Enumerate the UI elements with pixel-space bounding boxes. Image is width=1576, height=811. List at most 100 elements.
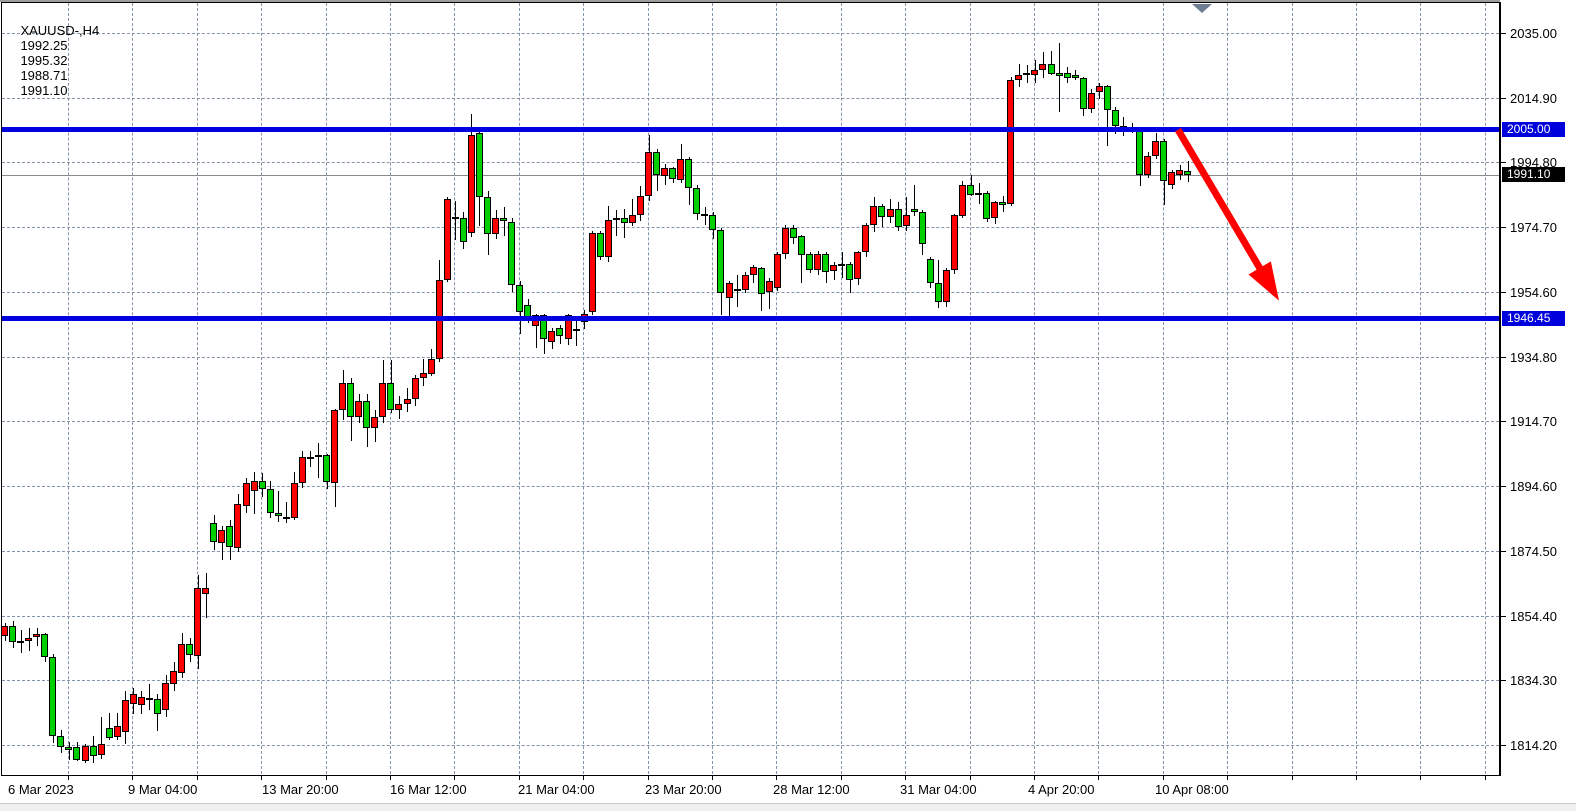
time-axis-tick — [454, 776, 455, 780]
candle — [766, 281, 773, 292]
candle — [822, 254, 829, 272]
candle — [347, 383, 354, 417]
candle — [862, 225, 869, 252]
price-axis-label: 1834.30 — [1510, 673, 1557, 689]
price-gridline — [2, 33, 1499, 34]
time-axis-tick — [776, 776, 777, 780]
price-gridline — [2, 615, 1499, 617]
candle — [548, 331, 555, 342]
time-gridline — [1292, 3, 1293, 774]
time-gridline — [1227, 3, 1228, 774]
candle — [629, 215, 636, 223]
horizontal-level-line[interactable] — [2, 127, 1499, 132]
candle — [951, 215, 958, 270]
candle — [194, 588, 201, 656]
time-gridline — [1420, 3, 1421, 774]
time-axis-label: 23 Mar 20:00 — [645, 782, 722, 797]
time-gridline — [1098, 3, 1099, 774]
candle — [693, 188, 700, 214]
candle — [597, 233, 604, 257]
price-axis-label: 1814.20 — [1510, 738, 1557, 754]
price-axis-label: 1954.60 — [1510, 284, 1557, 300]
candle — [919, 212, 926, 244]
candle — [33, 634, 40, 637]
low-value: 1988.71 — [20, 68, 68, 83]
time-axis-tick — [905, 776, 906, 780]
candle — [186, 644, 193, 655]
candle — [516, 285, 523, 312]
candle — [355, 401, 362, 417]
candle-wick — [101, 717, 102, 759]
candle — [967, 185, 974, 195]
candle — [122, 700, 129, 732]
time-gridline — [68, 3, 69, 774]
candle — [73, 747, 80, 760]
candle — [65, 747, 72, 750]
candle — [798, 236, 805, 255]
window-bottom-strip — [0, 803, 1576, 811]
price-axis-tick — [1500, 615, 1506, 617]
time-gridline — [970, 3, 971, 774]
time-gridline — [1163, 3, 1164, 774]
chart-plot-area[interactable] — [1, 2, 1500, 776]
price-axis-label: 1854.40 — [1510, 608, 1557, 624]
time-axis-tick — [1485, 776, 1486, 780]
candle — [750, 267, 757, 275]
candle — [162, 683, 169, 710]
chart-shift-marker-icon[interactable] — [1192, 4, 1212, 13]
price-axis-tick — [1500, 745, 1506, 747]
price-axis-tick — [1500, 227, 1506, 229]
price-gridline — [2, 162, 1499, 164]
candle — [1096, 86, 1103, 92]
candle — [9, 626, 16, 642]
time-axis-label: 31 Mar 04:00 — [900, 782, 977, 797]
price-scale[interactable] — [1500, 0, 1576, 775]
candle-wick — [624, 209, 625, 238]
candle — [653, 152, 660, 175]
candle — [492, 218, 499, 234]
candle — [613, 218, 620, 220]
candle — [49, 657, 56, 736]
time-axis-tick — [1420, 776, 1421, 780]
candle — [556, 328, 563, 336]
time-axis-label: 21 Mar 04:00 — [518, 782, 595, 797]
time-axis-label: 4 Apr 20:00 — [1028, 782, 1095, 797]
horizontal-level-line[interactable] — [2, 316, 1499, 321]
price-gridline — [2, 291, 1499, 293]
candle-wick — [914, 185, 915, 216]
open-value: 1992.25 — [20, 38, 68, 53]
time-scale[interactable]: 6 Mar 2023 9 Mar 04:00 13 Mar 20:00 16 Mar … — [0, 776, 1576, 803]
time-gridline — [1356, 3, 1357, 774]
candle — [573, 329, 580, 331]
candle — [806, 254, 813, 270]
time-gridline — [1485, 3, 1486, 774]
candle — [420, 373, 427, 378]
candle — [25, 638, 32, 641]
candle — [98, 744, 105, 755]
time-axis-tick — [712, 776, 713, 780]
high-value: 1995.32 — [20, 53, 68, 68]
candle — [226, 526, 233, 547]
candle-wick — [1051, 51, 1052, 75]
time-axis-label: 28 Mar 12:00 — [773, 782, 850, 797]
time-axis-tick — [519, 776, 520, 780]
candle — [774, 254, 781, 288]
time-axis-tick — [1227, 776, 1228, 780]
price-axis-label: 1974.70 — [1510, 220, 1557, 236]
candle — [130, 694, 137, 704]
candle — [1160, 141, 1167, 181]
candle — [307, 457, 314, 459]
candle — [726, 283, 733, 298]
chart-ohlc-title: XAUUSD-,H4 1992.25 1995.32 1988.71 1991.… — [6, 8, 104, 113]
price-axis-label: 1994.80 — [1510, 155, 1557, 171]
candle — [935, 283, 942, 302]
candle — [251, 481, 258, 491]
candle-wick — [616, 210, 617, 236]
candle-wick — [109, 713, 110, 740]
candle-wick — [1107, 85, 1108, 146]
time-gridline — [326, 3, 327, 774]
candle — [114, 726, 121, 737]
candle — [267, 489, 274, 513]
candle — [371, 417, 378, 428]
time-axis-label: 10 Apr 08:00 — [1155, 782, 1229, 797]
